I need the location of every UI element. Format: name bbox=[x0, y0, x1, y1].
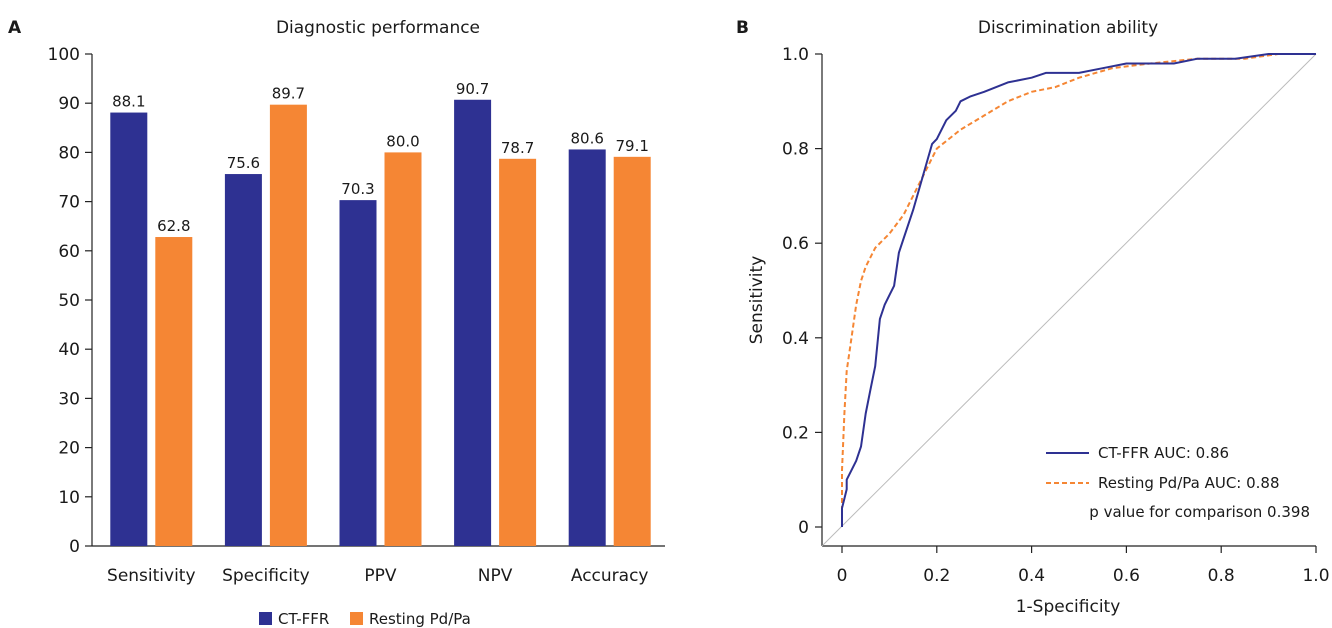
panel-b-y-tick-label: 0.4 bbox=[782, 329, 809, 349]
panel-a-y-tick-label: 20 bbox=[58, 439, 80, 459]
panel-a-bar-chart: A Diagnostic performance 0 10 20 30 40 50 60 70… bbox=[8, 18, 665, 628]
legend-swatch-ct-ffr bbox=[259, 612, 272, 625]
bar-value-label: 88.1 bbox=[112, 93, 145, 111]
panel-b-x-tick-label: 1.0 bbox=[1302, 566, 1329, 586]
panel-a-y-tick-label: 80 bbox=[58, 143, 80, 163]
bar-value-label: 62.8 bbox=[157, 217, 190, 235]
panel-b-y-tick-label: 0.8 bbox=[782, 140, 809, 160]
bar-ct-ffr-npv bbox=[454, 99, 492, 547]
panel-b-y-tick-label: 0.6 bbox=[782, 234, 809, 254]
bar-resting-pd-pa-specificity bbox=[269, 104, 307, 547]
panel-b-y-tick-label: 0 bbox=[798, 518, 809, 538]
panel-b-x-tick-label: 0.6 bbox=[1113, 566, 1140, 586]
category-label-sensitivity: Sensitivity bbox=[107, 566, 196, 586]
legend-swatch-resting-pd-pa bbox=[350, 612, 363, 625]
bar-value-label: 78.7 bbox=[501, 139, 534, 157]
bar-resting-pd-pa-ppv bbox=[384, 152, 422, 546]
panel-a-title: Diagnostic performance bbox=[276, 18, 480, 38]
bar-value-label: 80.6 bbox=[570, 129, 603, 147]
panel-a-y-tick-label: 10 bbox=[58, 488, 80, 508]
legend-label-ct-ffr-auc: CT-FFR AUC: 0.86 bbox=[1098, 444, 1229, 462]
panel-b-x-tick-label: 0.4 bbox=[1018, 566, 1045, 586]
panel-a-y-tick-label: 50 bbox=[58, 291, 80, 311]
bar-ct-ffr-specificity bbox=[224, 174, 262, 546]
bar-value-label: 80.0 bbox=[386, 132, 419, 150]
panel-a-y-tick-label: 100 bbox=[48, 45, 80, 65]
bar-value-label: 89.7 bbox=[272, 85, 305, 103]
panel-b-p-value-annotation: p value for comparison 0.398 bbox=[1089, 503, 1310, 521]
panel-b-y-tick-label: 1.0 bbox=[782, 45, 809, 65]
bar-value-label: 79.1 bbox=[615, 137, 648, 155]
panel-b-letter: B bbox=[736, 18, 749, 38]
panel-b-y-tick-label: 0.2 bbox=[782, 423, 809, 443]
panel-a-y-tick-label: 30 bbox=[58, 389, 80, 409]
panel-b-x-tick-label: 0.2 bbox=[923, 566, 950, 586]
bar-resting-pd-pa-npv bbox=[499, 158, 537, 546]
roc-curve-ct-ffr bbox=[841, 53, 1316, 527]
panel-b-x-tick-label: 0.8 bbox=[1208, 566, 1235, 586]
legend-label-resting-pd-pa-auc: Resting Pd/Pa AUC: 0.88 bbox=[1098, 474, 1280, 492]
panel-a-y-tick-label: 40 bbox=[58, 340, 80, 360]
bar-ct-ffr-accuracy bbox=[568, 149, 606, 546]
panel-a-y-tick-label: 70 bbox=[58, 193, 80, 213]
legend-label-resting-pd-pa: Resting Pd/Pa bbox=[369, 610, 471, 628]
panel-a-y-tick-label: 0 bbox=[69, 537, 80, 557]
bar-resting-pd-pa-sensitivity bbox=[155, 237, 193, 547]
category-label-ppv: PPV bbox=[364, 566, 397, 586]
category-label-npv: NPV bbox=[478, 566, 513, 586]
panel-b-y-axis-title: Sensitivity bbox=[747, 256, 767, 345]
panel-a-y-tick-label: 90 bbox=[58, 94, 80, 114]
bar-ct-ffr-sensitivity bbox=[110, 112, 148, 546]
category-label-accuracy: Accuracy bbox=[571, 566, 649, 586]
panel-b-title: Discrimination ability bbox=[978, 18, 1158, 38]
bar-value-label: 75.6 bbox=[227, 154, 260, 172]
reference-diagonal-line bbox=[821, 53, 1317, 547]
bar-resting-pd-pa-accuracy bbox=[613, 156, 651, 546]
bar-ct-ffr-ppv bbox=[339, 200, 377, 546]
bar-value-label: 90.7 bbox=[456, 80, 489, 98]
panel-a-letter: A bbox=[8, 18, 22, 38]
panel-a-y-tick-label: 60 bbox=[58, 242, 80, 262]
category-label-specificity: Specificity bbox=[222, 566, 310, 586]
legend-label-ct-ffr: CT-FFR bbox=[278, 610, 329, 628]
panel-b-roc-chart: B Discrimination ability 0 0.2 0.4 0.6 0.8 1.… bbox=[736, 18, 1330, 617]
bar-value-label: 70.3 bbox=[341, 180, 374, 198]
panel-b-x-axis-title: 1-Specificity bbox=[1016, 597, 1121, 617]
panel-b-x-tick-label: 0 bbox=[837, 566, 848, 586]
